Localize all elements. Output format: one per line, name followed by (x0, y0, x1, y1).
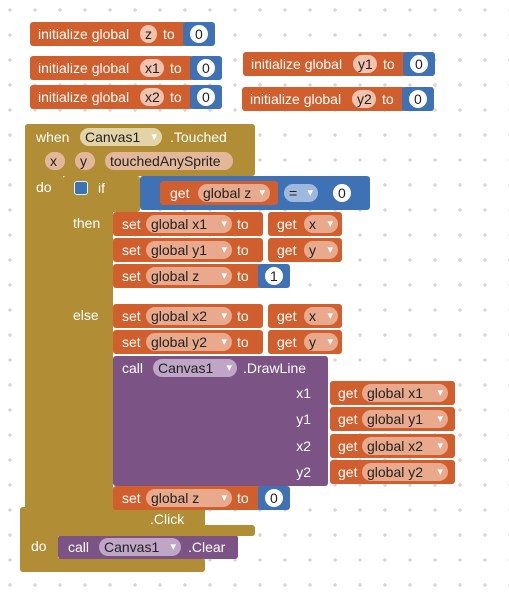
number-field: 0 (333, 184, 351, 202)
then-label: then (73, 215, 101, 231)
variable-field[interactable]: global x2 (362, 437, 448, 455)
event-block (25, 124, 63, 536)
when-label: when (36, 129, 70, 145)
to-label: to (170, 89, 182, 105)
variable-field[interactable]: global x1 (146, 215, 232, 233)
else-label: else (73, 307, 99, 323)
variable-name-field: x1 (140, 59, 164, 77)
method-name: .Clear (188, 539, 226, 555)
get-label: get (277, 216, 297, 232)
set-label: set (122, 490, 141, 506)
set-label: set (122, 334, 141, 350)
get-label: get (338, 464, 358, 480)
number-field: 0 (265, 489, 283, 507)
call-block (113, 356, 328, 486)
initialize-global-block (30, 22, 187, 46)
set-label: set (122, 268, 141, 284)
get-label: get (170, 185, 190, 201)
to-label: to (237, 242, 249, 258)
variable-field[interactable]: x (304, 215, 338, 233)
get-label: get (277, 242, 297, 258)
variable-name-field: z (140, 25, 157, 43)
to-label: to (163, 26, 175, 42)
if-block-footer (63, 510, 148, 525)
number-field: 0 (197, 59, 215, 77)
set-label: set (122, 308, 141, 324)
initialize-global-block (243, 52, 407, 76)
set-label: set (122, 216, 141, 232)
get-label: get (277, 308, 297, 324)
initialize-global-label: initialize global (251, 56, 343, 72)
initialize-global-block (30, 56, 194, 80)
variable-field[interactable]: y (304, 333, 338, 351)
variable-field[interactable]: y (304, 241, 338, 259)
number-field: 0 (197, 88, 215, 106)
call-label: call (68, 539, 90, 555)
to-label: to (237, 490, 249, 506)
variable-name-field: y2 (352, 90, 376, 108)
event-block-footer (20, 558, 205, 572)
initialize-global-label: initialize global (38, 60, 130, 76)
argument-name: x1 (296, 385, 311, 401)
to-label: to (170, 60, 182, 76)
initialize-global-label: initialize global (38, 26, 130, 42)
variable-field[interactable]: global y2 (146, 333, 232, 351)
number-field: 0 (409, 90, 427, 108)
call-label: call (122, 360, 144, 376)
get-label: get (338, 385, 358, 401)
number-field: 1 (265, 267, 283, 285)
do-label: do (36, 179, 52, 195)
variable-field[interactable]: global y1 (146, 241, 232, 259)
to-label: to (237, 216, 249, 232)
event-parameter: x (45, 152, 65, 170)
variable-field[interactable]: global y2 (362, 463, 448, 481)
method-name: .DrawLine (243, 360, 307, 376)
get-label: get (277, 334, 297, 350)
initialize-global-label: initialize global (38, 89, 130, 105)
get-label: get (338, 411, 358, 427)
component-field[interactable]: Canvas1 (80, 128, 162, 146)
variable-field[interactable]: global z (146, 267, 232, 285)
do-label: do (31, 538, 47, 554)
number-field: 0 (190, 25, 208, 43)
event-block-footer (25, 525, 255, 536)
argument-name: y2 (296, 464, 311, 480)
variable-field[interactable]: global z (146, 489, 232, 507)
to-label: to (237, 268, 249, 284)
argument-name: y1 (296, 411, 311, 427)
event-name: .Touched (170, 129, 227, 145)
event-parameter: touchedAnySprite (105, 152, 233, 170)
to-label: to (382, 91, 394, 107)
variable-field[interactable]: global y1 (362, 410, 448, 428)
to-label: to (237, 308, 249, 324)
if-block (63, 176, 113, 525)
initialize-global-block (30, 85, 194, 109)
initialize-global-block (242, 87, 406, 111)
argument-name: x2 (296, 438, 311, 454)
mutator-icon[interactable] (74, 181, 88, 195)
get-label: get (338, 438, 358, 454)
initialize-global-label: initialize global (250, 91, 342, 107)
component-field[interactable]: Canvas1 (153, 359, 237, 377)
number-field: 0 (410, 55, 428, 73)
variable-field[interactable]: global x2 (146, 307, 232, 325)
event-name: .Click (150, 511, 185, 527)
variable-field[interactable]: global z (198, 184, 270, 202)
event-parameter: y (75, 152, 95, 170)
if-label: if (98, 180, 105, 196)
variable-field[interactable]: x (304, 307, 338, 325)
variable-name-field: y1 (353, 55, 377, 73)
variable-name-field: x2 (140, 88, 164, 106)
to-label: to (383, 56, 395, 72)
component-field[interactable]: Canvas1 (99, 538, 181, 556)
variable-field[interactable]: global x1 (362, 384, 448, 402)
operator-field[interactable]: = (284, 184, 318, 202)
set-label: set (122, 242, 141, 258)
to-label: to (237, 334, 249, 350)
